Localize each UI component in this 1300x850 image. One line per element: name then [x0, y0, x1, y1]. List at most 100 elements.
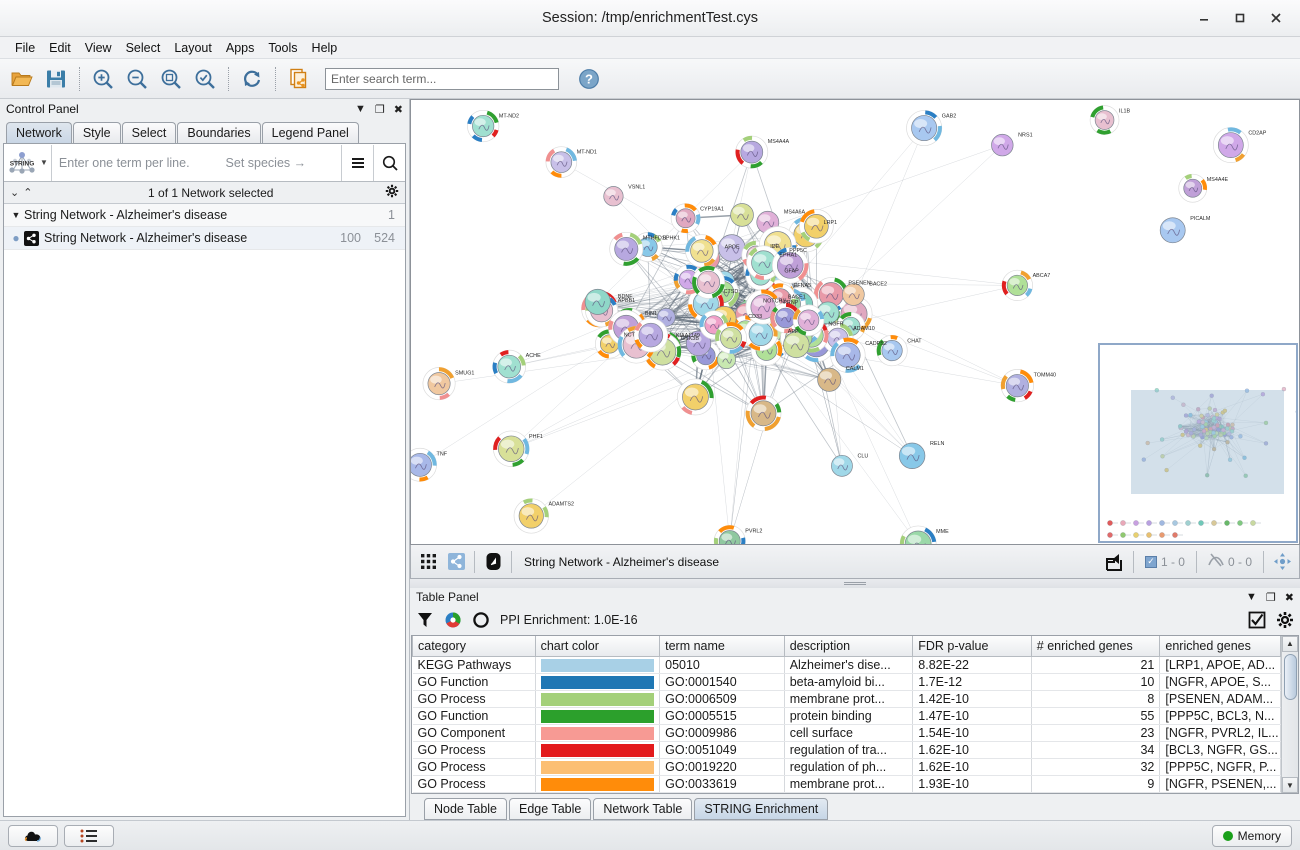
string-search-bar: STRING ▼ Enter one term per line. Set sp… [4, 144, 405, 182]
col-enriched-genes[interactable]: enriched genes [1159, 635, 1281, 658]
expand-triangle-icon[interactable]: ▼ [11, 210, 21, 220]
close-icon[interactable]: ✖ [393, 103, 403, 116]
share-network-icon[interactable] [442, 549, 470, 575]
tab-legend-panel[interactable]: Legend Panel [261, 122, 359, 143]
edge-selection-status[interactable]: 0 - 0 [1201, 553, 1259, 570]
menu-edit[interactable]: Edit [49, 40, 71, 55]
network-view-title: String Network - Alzheimer's disease [524, 554, 720, 569]
table-panel: Table Panel ▼ ❐ ✖ PPI Enri [410, 588, 1300, 821]
menu-file[interactable]: File [15, 40, 36, 55]
overview-viewport-rect[interactable] [1131, 390, 1285, 494]
grid-layout-icon[interactable] [414, 549, 442, 575]
table-row[interactable]: GO Process GO:0033619 membrane prot... 1.93… [412, 775, 1281, 794]
table-row[interactable]: GO Component GO:0009986 cell surface 1.54E-… [412, 724, 1281, 743]
minimize-icon[interactable] [1186, 2, 1222, 34]
table-row[interactable]: KEGG Pathways 05010 Alzheimer's dise... 8.8… [412, 656, 1281, 675]
maximize-icon[interactable] [1222, 2, 1258, 34]
zoom-in-icon[interactable] [87, 63, 119, 95]
tab-select[interactable]: Select [121, 122, 177, 143]
table-row[interactable]: GO Process GO:0050435beta-amyloid m...2.0… [412, 792, 1281, 794]
checkbox-checked-icon[interactable] [1248, 611, 1266, 629]
network-tree-root[interactable]: ▼ String Network - Alzheimer's disease 1 [4, 204, 405, 227]
help-icon[interactable]: ? [573, 63, 605, 95]
expand-all-icon[interactable]: ⌃ [23, 187, 33, 199]
birds-eye-view-icon[interactable] [1268, 549, 1296, 575]
tab-boundaries[interactable]: Boundaries [177, 122, 261, 143]
cell-category: GO Function [412, 707, 536, 726]
panel-splitter[interactable] [410, 579, 1300, 588]
svg-text:TOMM40: TOMM40 [1034, 372, 1056, 378]
pie-chart-icon[interactable] [444, 611, 462, 629]
network-graph[interactable]: MT-ND2 MT-ND1 VSNL1 GAB2 NRS1 IL1B ABCA7 CHAT AC… [411, 100, 1299, 545]
col-term-name[interactable]: term name [659, 635, 785, 658]
hamburger-icon[interactable] [341, 144, 373, 181]
collapse-all-icon[interactable]: ⌄ [10, 187, 20, 199]
col-enriched-count[interactable]: # enriched genes [1030, 635, 1161, 658]
table-row[interactable]: GO Process GO:0019220 regulation of ph... 1… [412, 758, 1281, 777]
close-icon[interactable]: ✖ [1284, 591, 1294, 604]
zoom-out-icon[interactable] [121, 63, 153, 95]
tab-network-table[interactable]: Network Table [593, 798, 693, 821]
gear-icon[interactable] [1276, 611, 1294, 629]
cell-enriched-count: 9 [1031, 775, 1161, 794]
annotation-tool-icon[interactable] [479, 549, 507, 575]
open-session-icon[interactable] [6, 63, 38, 95]
col-fdr-pvalue[interactable]: FDR p-value [912, 635, 1032, 658]
tab-string-enrichment[interactable]: STRING Enrichment [694, 798, 829, 821]
search-icon[interactable] [373, 144, 405, 181]
task-list-icon[interactable] [64, 824, 114, 847]
chevron-down-icon[interactable]: ▼ [355, 103, 366, 115]
tab-node-table[interactable]: Node Table [424, 798, 508, 821]
set-species-link[interactable]: Set species → [225, 155, 307, 170]
tab-edge-table[interactable]: Edge Table [509, 798, 592, 821]
close-icon[interactable] [1258, 2, 1294, 34]
save-session-icon[interactable] [40, 63, 72, 95]
table-row[interactable]: GO Process GO:0006509 membrane prot... 1.42… [412, 690, 1281, 709]
export-image-icon[interactable] [1101, 549, 1129, 575]
network-tree-item[interactable]: ● String Network - Alzheimer's disease 1… [4, 227, 405, 250]
scrollbar-thumb[interactable] [1283, 653, 1297, 700]
cloud-status-icon[interactable] [8, 824, 58, 847]
table-row[interactable]: GO Process GO:0051049 regulation of tra...… [412, 741, 1281, 760]
network-view-canvas[interactable]: MT-ND2 MT-ND1 VSNL1 GAB2 NRS1 IL1B ABCA7 CHAT AC… [410, 99, 1300, 545]
donut-chart-icon[interactable] [472, 611, 490, 629]
node-selection-status[interactable]: ✓ 1 - 0 [1138, 555, 1192, 569]
menu-view[interactable]: View [84, 40, 112, 55]
col-category[interactable]: category [412, 635, 536, 658]
tab-style[interactable]: Style [72, 122, 121, 143]
zoom-fit-network-icon[interactable] [155, 63, 187, 95]
maximize-icon[interactable]: ❐ [1265, 591, 1276, 604]
maximize-icon[interactable]: ❐ [374, 103, 385, 116]
svg-text:PSENEN: PSENEN [848, 281, 870, 287]
chevron-down-icon[interactable]: ▼ [40, 158, 48, 167]
cell-enriched-genes: [NGFR, APOE, S... [1159, 673, 1281, 692]
scroll-up-arrow-icon[interactable]: ▲ [1282, 635, 1298, 652]
chevron-down-icon[interactable]: ▼ [1246, 591, 1257, 603]
svg-text:STRING: STRING [10, 160, 35, 167]
cell-description: Alzheimer's dise... [784, 656, 914, 675]
menu-tools[interactable]: Tools [268, 40, 298, 55]
memory-status-button[interactable]: Memory [1211, 824, 1292, 847]
tab-network[interactable]: Network [6, 122, 72, 143]
cell-description: beta-amyloid bi... [784, 673, 914, 692]
menu-layout[interactable]: Layout [174, 40, 212, 55]
zoom-fit-selected-icon[interactable] [189, 63, 221, 95]
svg-text:CTSD: CTSD [724, 289, 739, 295]
gear-icon[interactable] [385, 184, 399, 201]
filter-icon[interactable] [416, 611, 434, 629]
refresh-icon[interactable] [236, 63, 268, 95]
menu-apps[interactable]: Apps [225, 40, 255, 55]
menu-help[interactable]: Help [311, 40, 338, 55]
menu-select[interactable]: Select [125, 40, 161, 55]
col-description[interactable]: description [783, 635, 914, 658]
table-row[interactable]: GO Function GO:0005515 protein binding 1.47… [412, 707, 1281, 726]
export-network-icon[interactable] [283, 63, 315, 95]
search-input[interactable]: Enter search term... [325, 67, 559, 90]
table-row[interactable]: GO Function GO:0001540 beta-amyloid bi... 1… [412, 673, 1281, 692]
scroll-down-arrow-icon[interactable]: ▼ [1282, 777, 1298, 794]
selected-edges-count: 0 - 0 [1227, 554, 1252, 569]
col-chart-color[interactable]: chart color [534, 635, 661, 658]
birds-eye-overview[interactable] [1098, 343, 1298, 543]
table-vertical-scrollbar[interactable]: ▲ ▼ [1281, 635, 1298, 794]
string-term-input[interactable]: Enter one term per line. Set species → [50, 144, 341, 181]
